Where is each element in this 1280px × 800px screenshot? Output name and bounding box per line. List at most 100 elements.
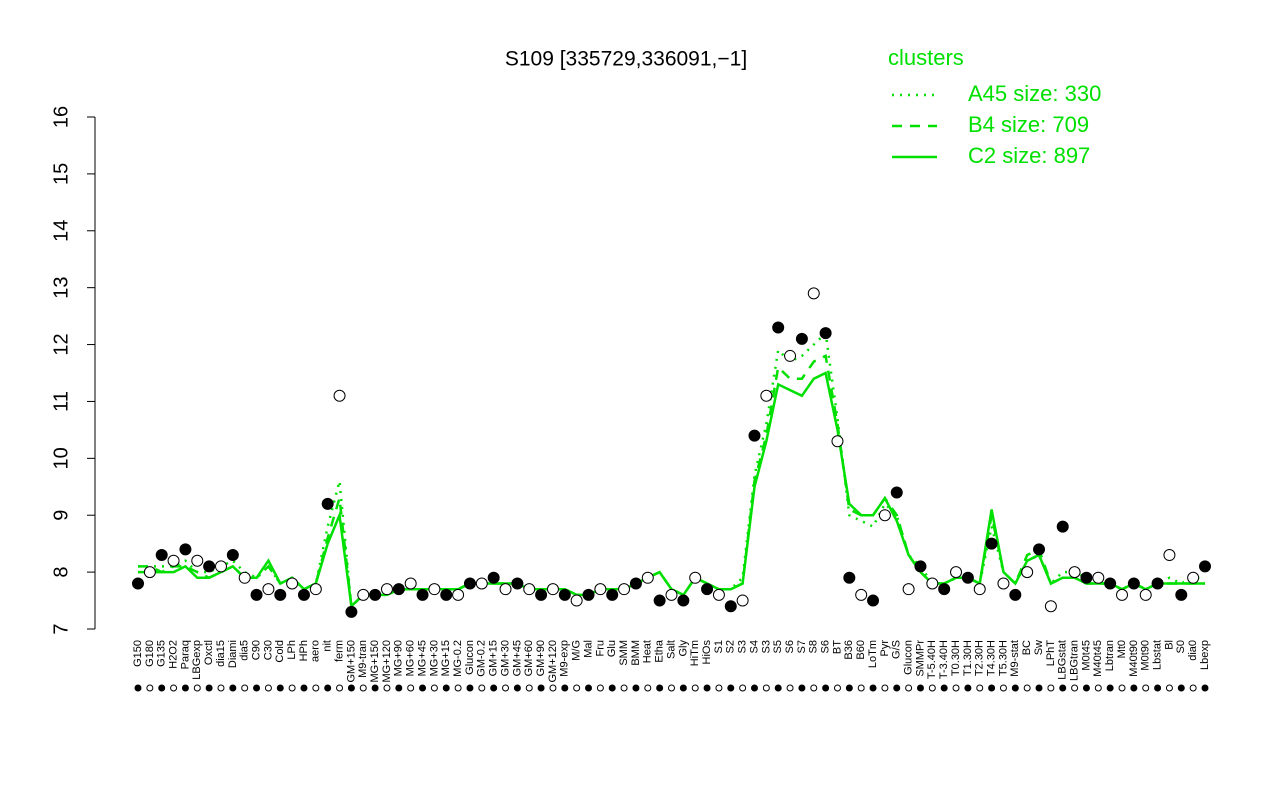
x-tick-label: BC <box>1021 640 1033 655</box>
data-point <box>1163 549 1176 562</box>
x-tick-label: MG-0.2 <box>452 640 464 677</box>
y-tick-label: 15 <box>50 163 72 185</box>
rug-dot <box>1189 684 1197 692</box>
data-point <box>1175 588 1188 601</box>
rug-dot <box>679 684 687 692</box>
x-tick-label: Mt0 <box>1116 640 1128 658</box>
data-point <box>392 583 405 596</box>
x-tick-label: M9-exp <box>559 640 571 677</box>
rug-dot <box>525 684 533 692</box>
cluster-line <box>138 354 1205 609</box>
y-tick-label: 10 <box>50 447 72 469</box>
rug-dot <box>573 684 581 692</box>
x-tick-label: S6 <box>820 640 832 653</box>
x-tick-label: Salt <box>665 640 677 659</box>
data-point <box>1044 600 1057 613</box>
data-point <box>594 583 607 596</box>
rug-dot <box>217 684 225 692</box>
data-point <box>819 327 832 340</box>
rug-dot <box>1142 684 1150 692</box>
rug-dot <box>336 684 344 692</box>
rug-dot <box>833 684 841 692</box>
data-point <box>440 588 453 601</box>
x-tick-label: T0.30H <box>950 640 962 676</box>
x-tick-label: GM+90 <box>535 640 547 676</box>
data-point <box>772 321 785 334</box>
rug-dot <box>1094 684 1102 692</box>
rug-dot <box>1035 684 1043 692</box>
rug-dot <box>715 684 723 692</box>
rug-dot <box>1011 684 1019 692</box>
rug-dot <box>1023 684 1031 692</box>
data-point <box>1021 566 1034 579</box>
x-tick-label: GM+150 <box>345 640 357 683</box>
x-tick-label: HPh <box>298 640 310 661</box>
x-tick-label: S5 <box>772 640 784 653</box>
data-point <box>416 588 429 601</box>
rug-dot <box>300 684 308 692</box>
x-tick-label: Mal <box>582 640 594 658</box>
x-tick-label: GM-0.2 <box>476 640 488 677</box>
rug-dot <box>644 684 652 692</box>
data-point <box>155 549 168 562</box>
y-tick-label: 11 <box>50 391 72 412</box>
data-point <box>926 577 939 590</box>
rug-dot <box>229 684 237 692</box>
data-point <box>997 577 1010 590</box>
rug-dot <box>466 684 474 692</box>
rug-dot <box>940 684 948 692</box>
data-point <box>1068 566 1081 579</box>
rug-dot <box>1059 684 1067 692</box>
rug-dot <box>585 684 593 692</box>
data-point <box>404 577 417 590</box>
rug-dot <box>739 684 747 692</box>
rug-dot <box>905 684 913 692</box>
data-point <box>535 588 548 601</box>
rug-dot <box>786 684 794 692</box>
x-tick-label: G150 <box>132 640 144 667</box>
data-point <box>250 588 263 601</box>
data-point <box>665 588 678 601</box>
data-point <box>369 588 382 601</box>
data-point <box>724 600 737 613</box>
data-point <box>309 583 322 596</box>
x-tick-label: Sw <box>1033 640 1045 655</box>
x-tick-label: Lbtran <box>1104 640 1116 671</box>
rug-dot <box>964 684 972 692</box>
x-tick-label: T4.30H <box>986 640 998 676</box>
chart-title: S109 [335729,336091,−1] <box>505 48 747 71</box>
x-tick-label: MG+60 <box>405 640 417 676</box>
data-point <box>867 594 880 607</box>
rug-dot <box>881 684 889 692</box>
rug-dot <box>312 684 320 692</box>
rug-dot <box>1071 684 1079 692</box>
rug-dot <box>988 684 996 692</box>
x-tick-label: Paraq <box>179 640 191 669</box>
rug-dot <box>952 684 960 692</box>
x-tick-label: S3 <box>737 640 749 653</box>
x-tick-label: LoTm <box>867 640 879 668</box>
data-point <box>1080 571 1093 584</box>
rug-dot <box>976 684 984 692</box>
x-tick-label: dia15 <box>215 640 227 667</box>
y-tick-label: 14 <box>50 220 72 242</box>
data-point <box>523 583 536 596</box>
x-tick-label: Cold <box>274 640 286 663</box>
data-point <box>333 389 346 402</box>
x-tick-label: T5.30H <box>997 640 1009 676</box>
rug-dot <box>442 684 450 692</box>
x-tick-label: G180 <box>144 640 156 667</box>
data-point <box>214 560 227 573</box>
rug-dot <box>490 684 498 692</box>
data-point <box>961 571 974 584</box>
data-point <box>463 577 476 590</box>
rug-dot <box>893 684 901 692</box>
rug-dot <box>822 684 830 692</box>
rug-dot <box>691 684 699 692</box>
data-point <box>784 349 797 362</box>
x-tick-label: M0t45 <box>1080 640 1092 671</box>
x-tick-label: S1 <box>713 640 725 653</box>
rug-dot <box>170 684 178 692</box>
